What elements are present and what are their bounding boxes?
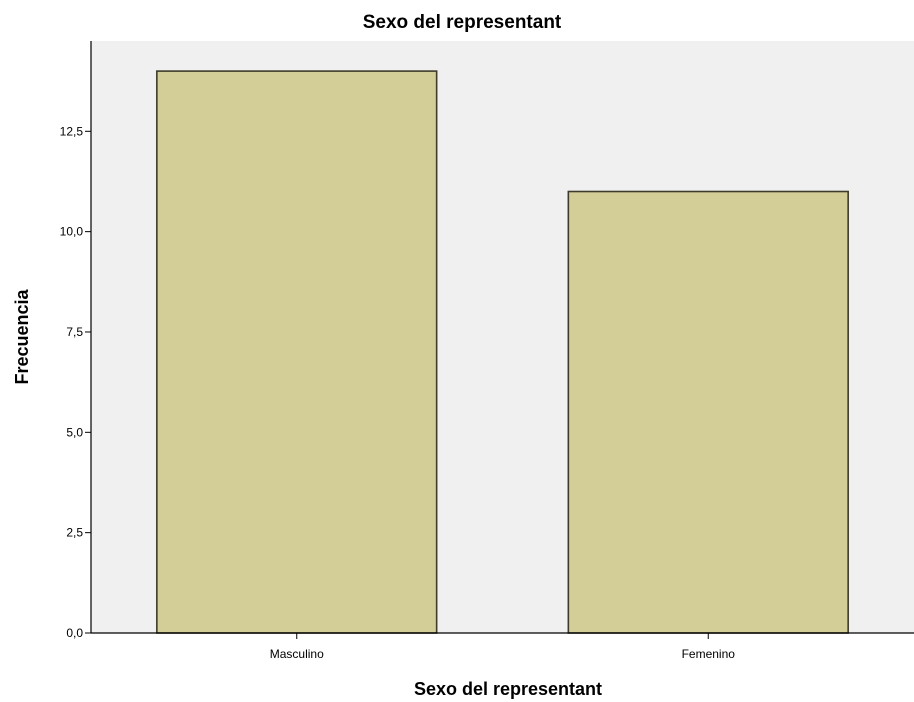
x-tick-label: Masculino <box>270 647 324 661</box>
y-tick-label: 10,0 <box>60 225 84 239</box>
y-tick-label: 2,5 <box>66 526 83 540</box>
bars-group <box>156 70 849 634</box>
x-tick-label: Femenino <box>682 647 736 661</box>
x-axis-ticks: Masculino Femenino <box>270 633 736 661</box>
chart-title: Sexo del representant <box>363 12 562 33</box>
y-axis-ticks: 0,0 2,5 5,0 7,5 10,0 12,5 <box>60 124 91 640</box>
bar-femenino <box>567 190 849 634</box>
bar-masculino <box>156 70 438 634</box>
y-axis-label: Frecuencia <box>12 288 32 384</box>
y-tick-label: 12,5 <box>60 124 84 138</box>
y-tick-label: 7,5 <box>66 325 83 339</box>
y-tick-label: 0,0 <box>66 626 83 640</box>
y-tick-label: 5,0 <box>66 425 83 439</box>
x-axis-label: Sexo del representant <box>414 679 602 699</box>
